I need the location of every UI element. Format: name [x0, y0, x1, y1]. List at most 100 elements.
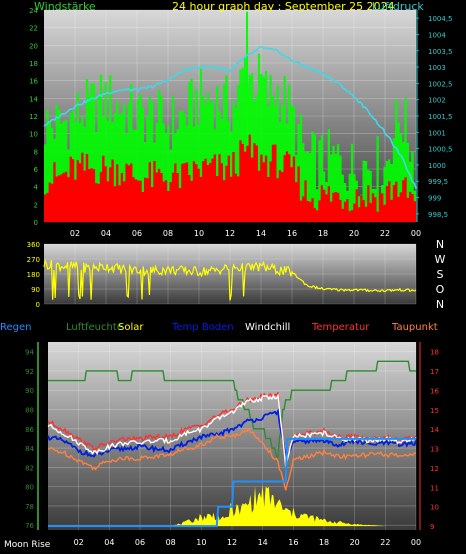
wind-tick-label: 4 [34, 184, 39, 192]
pressure-tick-label: 1002,5 [428, 80, 453, 88]
humidity-tick-label: 86 [25, 426, 34, 434]
wind-tick-label: 8 [34, 148, 38, 156]
temperature-tick-label: 17 [430, 368, 439, 376]
temperature-tick-label: 11 [430, 484, 439, 492]
legend-entry: Temp Boden [171, 322, 234, 333]
wind-axis-label: Windstärke [34, 0, 96, 13]
temperature-tick-label: 14 [430, 426, 439, 434]
legend-entry: Taupunkt [391, 322, 438, 333]
pressure-tick-label: 1001 [428, 129, 446, 137]
temperature-tick-label: 18 [430, 349, 439, 357]
pressure-tick-label: 1004 [428, 31, 446, 39]
wind-x-tick-label: 18 [318, 229, 328, 238]
wind-tick-label: 18 [29, 60, 38, 68]
temp-x-tick-label: 12 [227, 538, 237, 547]
compass-label: S [437, 268, 444, 281]
compass-label: W [435, 253, 446, 266]
compass-label: O [436, 283, 445, 296]
wind-x-tick-label: 16 [287, 229, 297, 238]
wind-bars [44, 134, 416, 222]
pressure-tick-label: 999,5 [428, 178, 448, 186]
wind-tick-label: 10 [29, 131, 38, 139]
legend-entry: Regen [0, 322, 32, 333]
wind-tick-label: 12 [29, 113, 38, 121]
wind-x-tick-label: 00 [411, 229, 421, 238]
pressure-axis-label: Luftdruck [372, 0, 424, 13]
direction-tick-label: 90 [31, 286, 40, 294]
pressure-series [43, 45, 417, 189]
humidity-tick-label: 80 [25, 484, 34, 492]
temperature-tick-label: 9 [430, 523, 434, 531]
temp-x-tick-label: 06 [135, 538, 145, 547]
temp-x-tick-label: 02 [74, 538, 84, 547]
humidity-line [48, 360, 416, 459]
temp-x-tick-label: 04 [104, 538, 114, 547]
windchill-line [47, 393, 417, 467]
pressure-line [43, 45, 417, 189]
direction-line [43, 258, 417, 301]
compass-label: N [436, 298, 444, 311]
pressure-tick-label: 1003,5 [428, 48, 453, 56]
legend-entry: Luftfeuchte [66, 322, 123, 333]
wind-tick-label: 2 [34, 201, 38, 209]
temperature-tick-label: 15 [430, 407, 439, 415]
humidity-tick-label: 90 [25, 387, 34, 395]
pressure-tick-label: 999 [428, 195, 441, 203]
humidity-tick-label: 84 [25, 445, 34, 453]
legend-entry: Solar [118, 322, 144, 333]
wind-x-axis-ticks: 02 04 06 08 10 12 14 16 18 20 22 00 [70, 229, 421, 238]
humidity-tick-label: 88 [25, 406, 34, 414]
wind-tick-label: 6 [34, 166, 39, 174]
pressure-tick-label: 1001,5 [428, 113, 453, 121]
legend-entry: Temperatur [311, 322, 370, 333]
wind-x-tick-label: 06 [132, 229, 142, 238]
wind-tick-label: 24 [29, 7, 38, 15]
pressure-tick-label: 998,5 [428, 211, 448, 219]
temp-x-tick-label: 00 [411, 538, 421, 547]
pressure-tick-label: 1000,5 [428, 146, 453, 154]
wind-x-tick-label: 20 [349, 229, 359, 238]
wind-x-tick-label: 08 [163, 229, 173, 238]
pressure-tick-label: 1002 [428, 97, 446, 105]
humidity-tick-label: 94 [25, 349, 34, 357]
temp-x-tick-label: 14 [258, 538, 268, 547]
temperature-tick-label: 13 [430, 446, 439, 454]
direction-tick-label: 0 [36, 301, 40, 309]
rain-line [48, 437, 416, 528]
wind-tick-label: 22 [29, 25, 38, 33]
legend-entry: Windchill [245, 322, 290, 333]
temp-x-tick-label: 16 [288, 538, 298, 547]
temp-x-axis-ticks: 02 04 06 08 10 12 14 16 18 20 22 00 [74, 538, 422, 547]
pressure-tick-label: 1003 [428, 64, 446, 72]
wind-x-tick-label: 04 [101, 229, 111, 238]
wind-series [44, 134, 416, 222]
temperature-axis-ticks: 9 10 11 12 13 14 15 16 17 18 [430, 349, 439, 531]
dewpoint-line [47, 427, 417, 491]
wind-x-tick-label: 14 [256, 229, 266, 238]
direction-tick-label: 270 [27, 256, 40, 264]
direction-series [43, 258, 417, 301]
compass-label: N [436, 238, 444, 251]
wind-x-tick-label: 12 [225, 229, 235, 238]
temperature-tick-label: 12 [430, 465, 439, 473]
direction-axis-ticks: 0 90 180 270 360 [27, 241, 40, 309]
humidity-tick-label: 78 [25, 503, 34, 511]
humidity-tick-label: 76 [25, 522, 34, 530]
wind-tick-label: 20 [29, 42, 38, 50]
temp-x-tick-label: 08 [166, 538, 176, 547]
wind-tick-label: 16 [29, 78, 38, 86]
direction-tick-label: 180 [27, 271, 40, 279]
humidity-tick-label: 82 [25, 464, 34, 472]
pressure-axis-ticks: 998,5 999 999,5 1000 1000,5 1001 1001,5 1002 100… [416, 10, 453, 222]
direction-tick-label: 360 [27, 241, 40, 249]
pressure-tick-label: 1004,5 [428, 15, 453, 23]
pressure-tick-label: 1000 [428, 162, 446, 170]
temp-humidity-series [47, 360, 417, 528]
temp-x-tick-label: 10 [196, 538, 206, 547]
wind-tick-label: 0 [34, 219, 38, 227]
wind-x-tick-label: 02 [70, 229, 80, 238]
temperature-tick-label: 16 [430, 387, 439, 395]
